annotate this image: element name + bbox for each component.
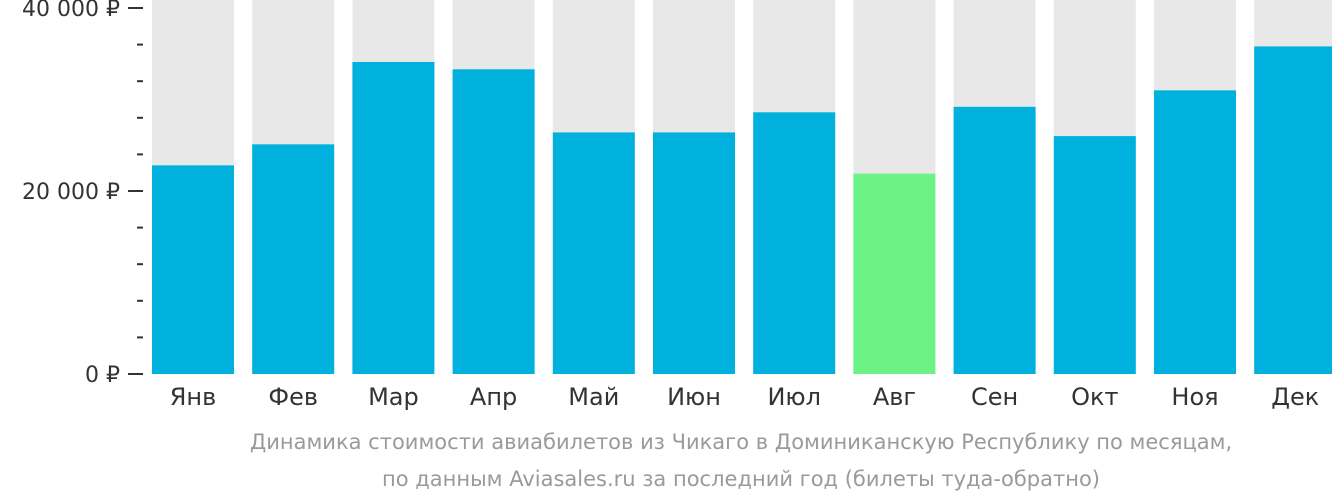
y-tick-label: 20 000 ₽ [22,180,120,205]
price-bar-chart: 0 ₽ 20 000 ₽ 40 000 ₽ Янв Фев Мар Апр Май Июн Ию… [22,0,1332,411]
x-tick-label: Ноя [1171,383,1218,411]
y-tick-label: 40 000 ₽ [22,0,120,22]
bar-4[interactable] [452,69,535,375]
x-tick-label: Июл [767,383,821,411]
bar-6[interactable] [653,132,735,374]
bars [152,0,1332,375]
caption-line-1: Динамика стоимости авиабилетов из Чикаго… [249,430,1233,454]
x-axis: Янв Фев Мар Апр Май Июн Июл Авг Сен Окт Ноя Дек [170,383,1319,411]
bar-12[interactable] [1254,46,1332,375]
caption-line-2: по данным Aviasales.ru за последний год … [382,467,1100,491]
x-tick-label: Фев [268,383,318,411]
bar-7[interactable] [753,112,836,374]
y-axis: 0 ₽ 20 000 ₽ 40 000 ₽ [22,0,143,388]
bar-3[interactable] [352,61,435,375]
x-tick-label: Авг [873,383,916,411]
bar-10[interactable] [1053,136,1136,374]
x-tick-label: Окт [1071,383,1118,411]
y-tick-label: 0 ₽ [85,363,120,388]
x-tick-label: Апр [470,383,517,411]
x-tick-label: Июн [667,383,721,411]
bar-9[interactable] [953,106,1036,374]
bar-2[interactable] [252,144,335,374]
bar-8[interactable] [853,173,936,374]
x-tick-label: Янв [170,383,217,411]
x-tick-label: Дек [1271,383,1319,411]
bar-5[interactable] [552,132,635,374]
x-tick-label: Сен [971,383,1018,411]
x-tick-label: Мар [368,383,419,411]
bar-11[interactable] [1154,90,1236,374]
bar-1[interactable] [152,165,234,374]
x-tick-label: Май [568,383,619,411]
